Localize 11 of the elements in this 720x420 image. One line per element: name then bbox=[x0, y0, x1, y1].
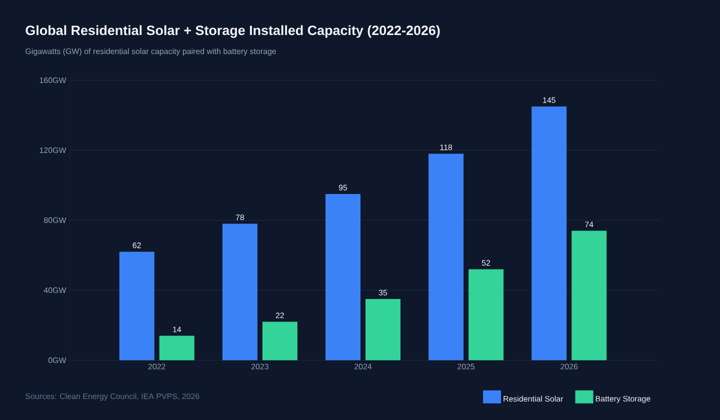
bar bbox=[119, 252, 154, 360]
bar bbox=[159, 336, 194, 360]
bar bbox=[572, 230, 607, 360]
chart-title: Global Residential Solar + Storage Installed Capacity (2022-2026) bbox=[26, 25, 440, 38]
bar bbox=[325, 194, 360, 360]
bar bbox=[532, 106, 567, 360]
bar bbox=[365, 298, 400, 360]
bar bbox=[428, 154, 464, 360]
bar bbox=[468, 269, 504, 360]
bar bbox=[222, 224, 258, 360]
bar bbox=[262, 322, 298, 360]
